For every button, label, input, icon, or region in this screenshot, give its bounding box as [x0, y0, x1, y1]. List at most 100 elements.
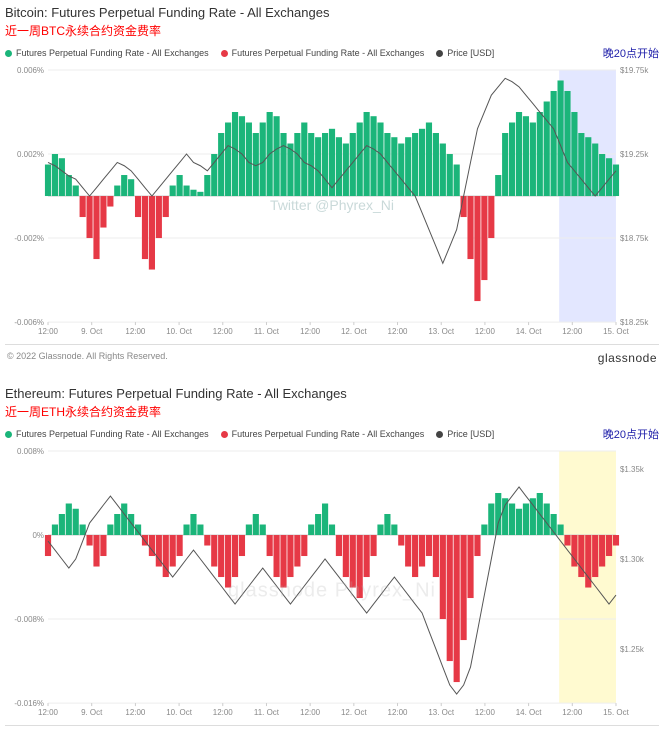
x-tick-label: 13. Oct	[428, 708, 454, 717]
legend-label: Futures Perpetual Funding Rate - All Exc…	[16, 429, 209, 439]
funding-bar	[557, 80, 563, 196]
funding-bar	[336, 535, 342, 556]
x-tick-label: 12:00	[562, 327, 583, 336]
funding-bar	[377, 525, 383, 536]
funding-bar	[329, 525, 335, 536]
funding-bar	[364, 112, 370, 196]
funding-bar	[530, 498, 536, 535]
funding-bar	[571, 112, 577, 196]
x-tick-label: 9. Oct	[81, 708, 103, 717]
funding-bar	[121, 504, 127, 536]
funding-bar	[564, 91, 570, 196]
funding-bar	[52, 525, 58, 536]
funding-bar	[183, 525, 189, 536]
funding-bar	[481, 525, 487, 536]
funding-bar	[398, 535, 404, 546]
funding-bar	[93, 196, 99, 259]
x-tick-label: 12:00	[388, 327, 409, 336]
funding-bar	[274, 116, 280, 196]
funding-bar	[218, 133, 224, 196]
legend-item: Price [USD]	[436, 429, 494, 439]
funding-bar	[564, 535, 570, 546]
funding-bar	[370, 116, 376, 196]
funding-bar	[73, 186, 79, 197]
funding-bar	[86, 535, 92, 546]
funding-bar	[329, 129, 335, 196]
y-right-tick: $1.30k	[620, 555, 644, 564]
funding-bar	[100, 196, 106, 228]
footer-copyright: © 2022 Glassnode. All Rights Reserved.	[7, 351, 168, 365]
funding-bar	[467, 535, 473, 598]
funding-bar	[370, 535, 376, 556]
funding-bar	[93, 535, 99, 567]
x-tick-label: 12:00	[388, 708, 409, 717]
legend-dot	[5, 431, 12, 438]
chart-subtitle: 近一周BTC永续合约资金费率	[5, 22, 659, 39]
funding-bar	[218, 535, 224, 577]
chart-container-0: Bitcoin: Futures Perpetual Funding Rate …	[0, 0, 664, 381]
funding-bar	[440, 535, 446, 619]
funding-bar	[280, 535, 286, 588]
funding-bar	[495, 493, 501, 535]
funding-bar	[419, 535, 425, 567]
legend-label: Price [USD]	[447, 429, 494, 439]
legend-dot	[221, 431, 228, 438]
legend-item: Price [USD]	[436, 48, 494, 58]
funding-bar	[440, 144, 446, 197]
funding-bar	[135, 196, 141, 217]
funding-bar	[225, 535, 231, 588]
funding-bar	[502, 133, 508, 196]
funding-bar	[502, 498, 508, 535]
funding-bar	[384, 514, 390, 535]
funding-bar	[107, 525, 113, 536]
chart-area: 0.008%0%-0.008%-0.016%$1.35k$1.30k$1.25k…	[5, 446, 659, 726]
chart-subtitle: 近一周ETH永续合约资金费率	[5, 403, 659, 420]
funding-bar	[364, 535, 370, 577]
funding-bar	[509, 504, 515, 536]
funding-bar	[149, 196, 155, 270]
funding-bar	[73, 509, 79, 535]
funding-bar	[523, 504, 529, 536]
funding-bar	[544, 504, 550, 536]
funding-bar	[100, 535, 106, 556]
funding-bar	[315, 137, 321, 196]
x-tick-label: 12:00	[38, 708, 59, 717]
funding-bar	[530, 123, 536, 197]
funding-bar	[197, 192, 203, 196]
funding-bar	[294, 133, 300, 196]
funding-bar	[59, 514, 65, 535]
funding-bar	[128, 179, 134, 196]
x-tick-label: 11. Oct	[254, 708, 280, 717]
funding-bar	[211, 535, 217, 567]
funding-bar	[454, 535, 460, 682]
x-tick-label: 12. Oct	[341, 708, 367, 717]
y-left-tick: -0.006%	[14, 318, 44, 327]
funding-bar	[412, 133, 418, 196]
x-tick-label: 12:00	[38, 327, 59, 336]
funding-bar	[204, 175, 210, 196]
funding-bar	[225, 123, 231, 197]
funding-bar	[253, 514, 259, 535]
chart-title: Bitcoin: Futures Perpetual Funding Rate …	[5, 5, 659, 20]
funding-bar	[606, 535, 612, 556]
funding-bar	[516, 112, 522, 196]
legend-item: Futures Perpetual Funding Rate - All Exc…	[221, 48, 425, 58]
chart-container-1: Ethereum: Futures Perpetual Funding Rate…	[0, 381, 664, 736]
y-right-tick: $19.75k	[620, 66, 648, 75]
y-right-tick: $19.25k	[620, 150, 648, 159]
funding-bar	[80, 525, 86, 536]
legend: Futures Perpetual Funding Rate - All Exc…	[5, 426, 659, 442]
funding-bar	[391, 137, 397, 196]
funding-bar	[52, 154, 58, 196]
funding-bar	[301, 535, 307, 556]
x-tick-label: 12:00	[300, 708, 321, 717]
y-right-tick: $18.25k	[620, 318, 648, 327]
x-tick-label: 12:00	[125, 708, 146, 717]
funding-bar	[280, 133, 286, 196]
funding-bar	[357, 123, 363, 197]
funding-bar	[322, 133, 328, 196]
chart-title: Ethereum: Futures Perpetual Funding Rate…	[5, 386, 659, 401]
y-left-tick: -0.002%	[14, 234, 44, 243]
funding-bar	[419, 129, 425, 196]
funding-bar	[204, 535, 210, 546]
